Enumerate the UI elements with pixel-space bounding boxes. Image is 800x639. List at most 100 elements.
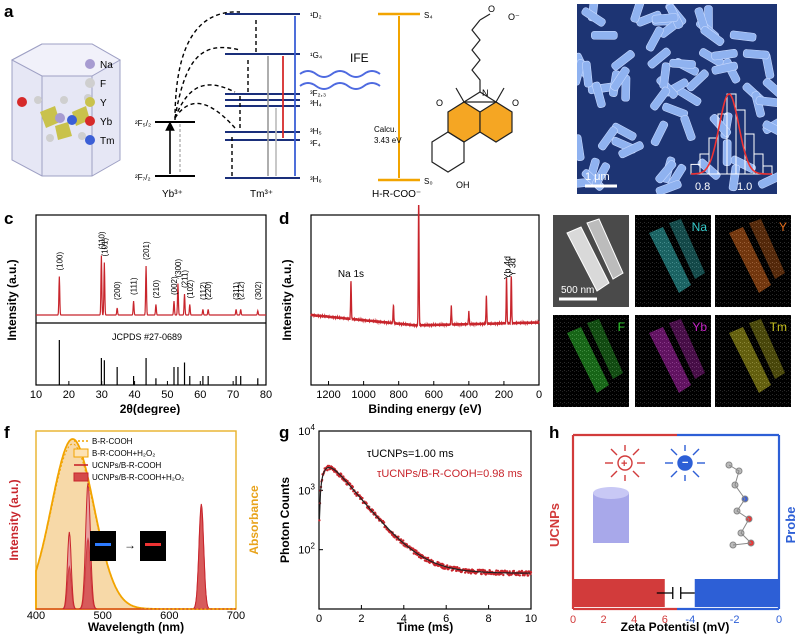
sem-image: 1 μm 0.8 1.0	[577, 4, 777, 194]
decay-point	[518, 574, 521, 577]
panel-b: b 1 μm 0.8 1.0	[545, 0, 800, 205]
ife-wave-arrows	[299, 70, 381, 90]
eds-map-yb: Yb	[635, 315, 711, 407]
d-ylabel: Intensity (a.u.)	[280, 259, 294, 340]
tm-level-3h6: ³H₆	[310, 175, 322, 184]
h-left-tick: 4	[631, 614, 637, 626]
decay-chart: 0 2 4 6 8 10 102 103 104 τUCNPs=1.00 ms τUCNPs/B…	[278, 423, 537, 634]
tau2-label: τUCNPs/B-R-COOH=0.98 ms	[377, 468, 523, 480]
g-tick-label: 4	[401, 613, 407, 625]
hist-tick-0: 0.8	[695, 181, 710, 193]
tm-ion-label: Tm³⁺	[250, 189, 273, 200]
h-right-label: Probe	[783, 507, 798, 544]
nanorod	[647, 47, 671, 69]
panel-g: g 0 2 4 6 8 10 102 103 104 τUCNPs=1.00 ms τUCNPs…	[275, 415, 545, 634]
decay-point	[469, 572, 473, 575]
scale-bar-label-b: 1 μm	[585, 171, 610, 183]
panel-label-c: c	[4, 209, 14, 228]
g-tick-label: 8	[486, 613, 492, 625]
zeta-chart: + − 0 2 4 6 -4 -2 0 Zeta Potentisl (mV) UCNPs …	[547, 433, 798, 634]
c-tick-label: 10	[30, 389, 42, 401]
tm-level-3f4: ³F₄	[310, 139, 321, 148]
probe-molecule-icon	[725, 461, 755, 549]
g-tick-label: 2	[358, 613, 364, 625]
spectra-chart: B-R-COOH B-R-COOH+H₂O₂ UCNPs/B-R-COOH UCNPs…	[7, 430, 261, 634]
panel-label-g: g	[279, 423, 290, 442]
tau1-label: τUCNPs=1.00 ms	[367, 448, 454, 460]
peak-label: (220)	[204, 281, 213, 300]
f-tick-label: 500	[93, 610, 111, 622]
tm-level-3h5: ³H₅	[310, 127, 322, 136]
nanorod	[655, 179, 682, 194]
nanorod	[611, 50, 635, 71]
decay-point	[446, 564, 449, 567]
nanorod	[577, 59, 586, 86]
peak-label: (200)	[113, 281, 122, 300]
jcpds-label: JCPDS #27-0689	[112, 332, 182, 342]
decay-point	[402, 539, 405, 542]
panel-a: a Na F Y Yb Tm ²F₅/₂ ²F₇/₂ Yb³⁺	[0, 0, 545, 205]
d-xlabel: Binding energy (eV)	[368, 402, 481, 415]
d-tick-label: 1000	[351, 389, 375, 401]
c-tick-label: 20	[63, 389, 75, 401]
nanorod	[655, 160, 677, 184]
g-tick-label: 10	[525, 613, 537, 625]
g-tick-label: 0	[316, 613, 322, 625]
nanorod	[651, 13, 679, 24]
calc-label-1: Calcu.	[374, 125, 397, 134]
negative-charge-icon	[665, 445, 705, 481]
yb-upper-level: ²F₅/₂	[135, 119, 151, 128]
eds-map-y: Y	[715, 215, 791, 307]
legend-label: B-R-COOH	[92, 437, 133, 446]
h-right-tick: 0	[776, 614, 782, 626]
panel-c: c JCPDS #27-0689 10 20 30 40 50 60 70 80 (100) (…	[0, 205, 275, 416]
svg-text:O: O	[436, 98, 443, 108]
molecule-structure-icon	[431, 13, 513, 173]
nanorod	[611, 122, 637, 141]
legend-dot-yb	[85, 116, 95, 126]
yb-ion-label: Yb³⁺	[162, 189, 183, 200]
decay-point	[527, 574, 530, 577]
nanorod	[591, 81, 606, 109]
f-tick-label: 400	[27, 610, 45, 622]
decay-point	[508, 570, 511, 573]
decay-point	[327, 464, 331, 468]
legend-label-na: Na	[100, 60, 113, 71]
peak-label: (210)	[152, 279, 161, 298]
scale-bar-label-e: 500 nm	[561, 285, 594, 296]
positive-charge-icon	[605, 445, 645, 481]
legend-label: B-R-COOH+H₂O₂	[92, 449, 155, 458]
legend-dot-na	[85, 59, 95, 69]
nanorod	[618, 141, 644, 159]
nanorod	[577, 134, 585, 162]
emission-curve-ucnps-h2o2	[36, 508, 236, 610]
h-xlabel: Zeta Potentisl (mV)	[621, 620, 730, 634]
xps-spectrum-line	[310, 198, 540, 329]
nanorod	[742, 49, 770, 60]
decay-point	[456, 566, 459, 569]
nanorod	[591, 30, 618, 40]
carboxylate-label: O⁻	[508, 12, 520, 22]
legend-label: UCNPs/B-R-COOH	[92, 461, 162, 470]
legend-swatch	[73, 448, 89, 458]
d-tick-label: 400	[460, 389, 478, 401]
peak-label: (111)	[130, 277, 139, 295]
hist-fit-curve	[690, 93, 772, 175]
peak-label: (112)	[199, 282, 208, 300]
eds-map-tm: Tm	[715, 315, 791, 407]
nanorod	[709, 114, 732, 137]
d-tick-label: 600	[425, 389, 443, 401]
s0-label: S₀	[424, 177, 433, 186]
g-tick-label: 6	[443, 613, 449, 625]
svg-text:→: →	[124, 538, 136, 552]
decay-point	[480, 572, 483, 576]
c-tick-label: 80	[260, 389, 272, 401]
svg-text:−: −	[682, 457, 688, 469]
legend-label: UCNPs/B-R-COOH+H₂O₂	[92, 473, 184, 482]
nanorod	[680, 114, 696, 141]
eds-map-na: Na	[635, 215, 711, 307]
calc-label-2: 3.43 eV	[374, 136, 402, 145]
svg-text:O: O	[512, 98, 519, 108]
